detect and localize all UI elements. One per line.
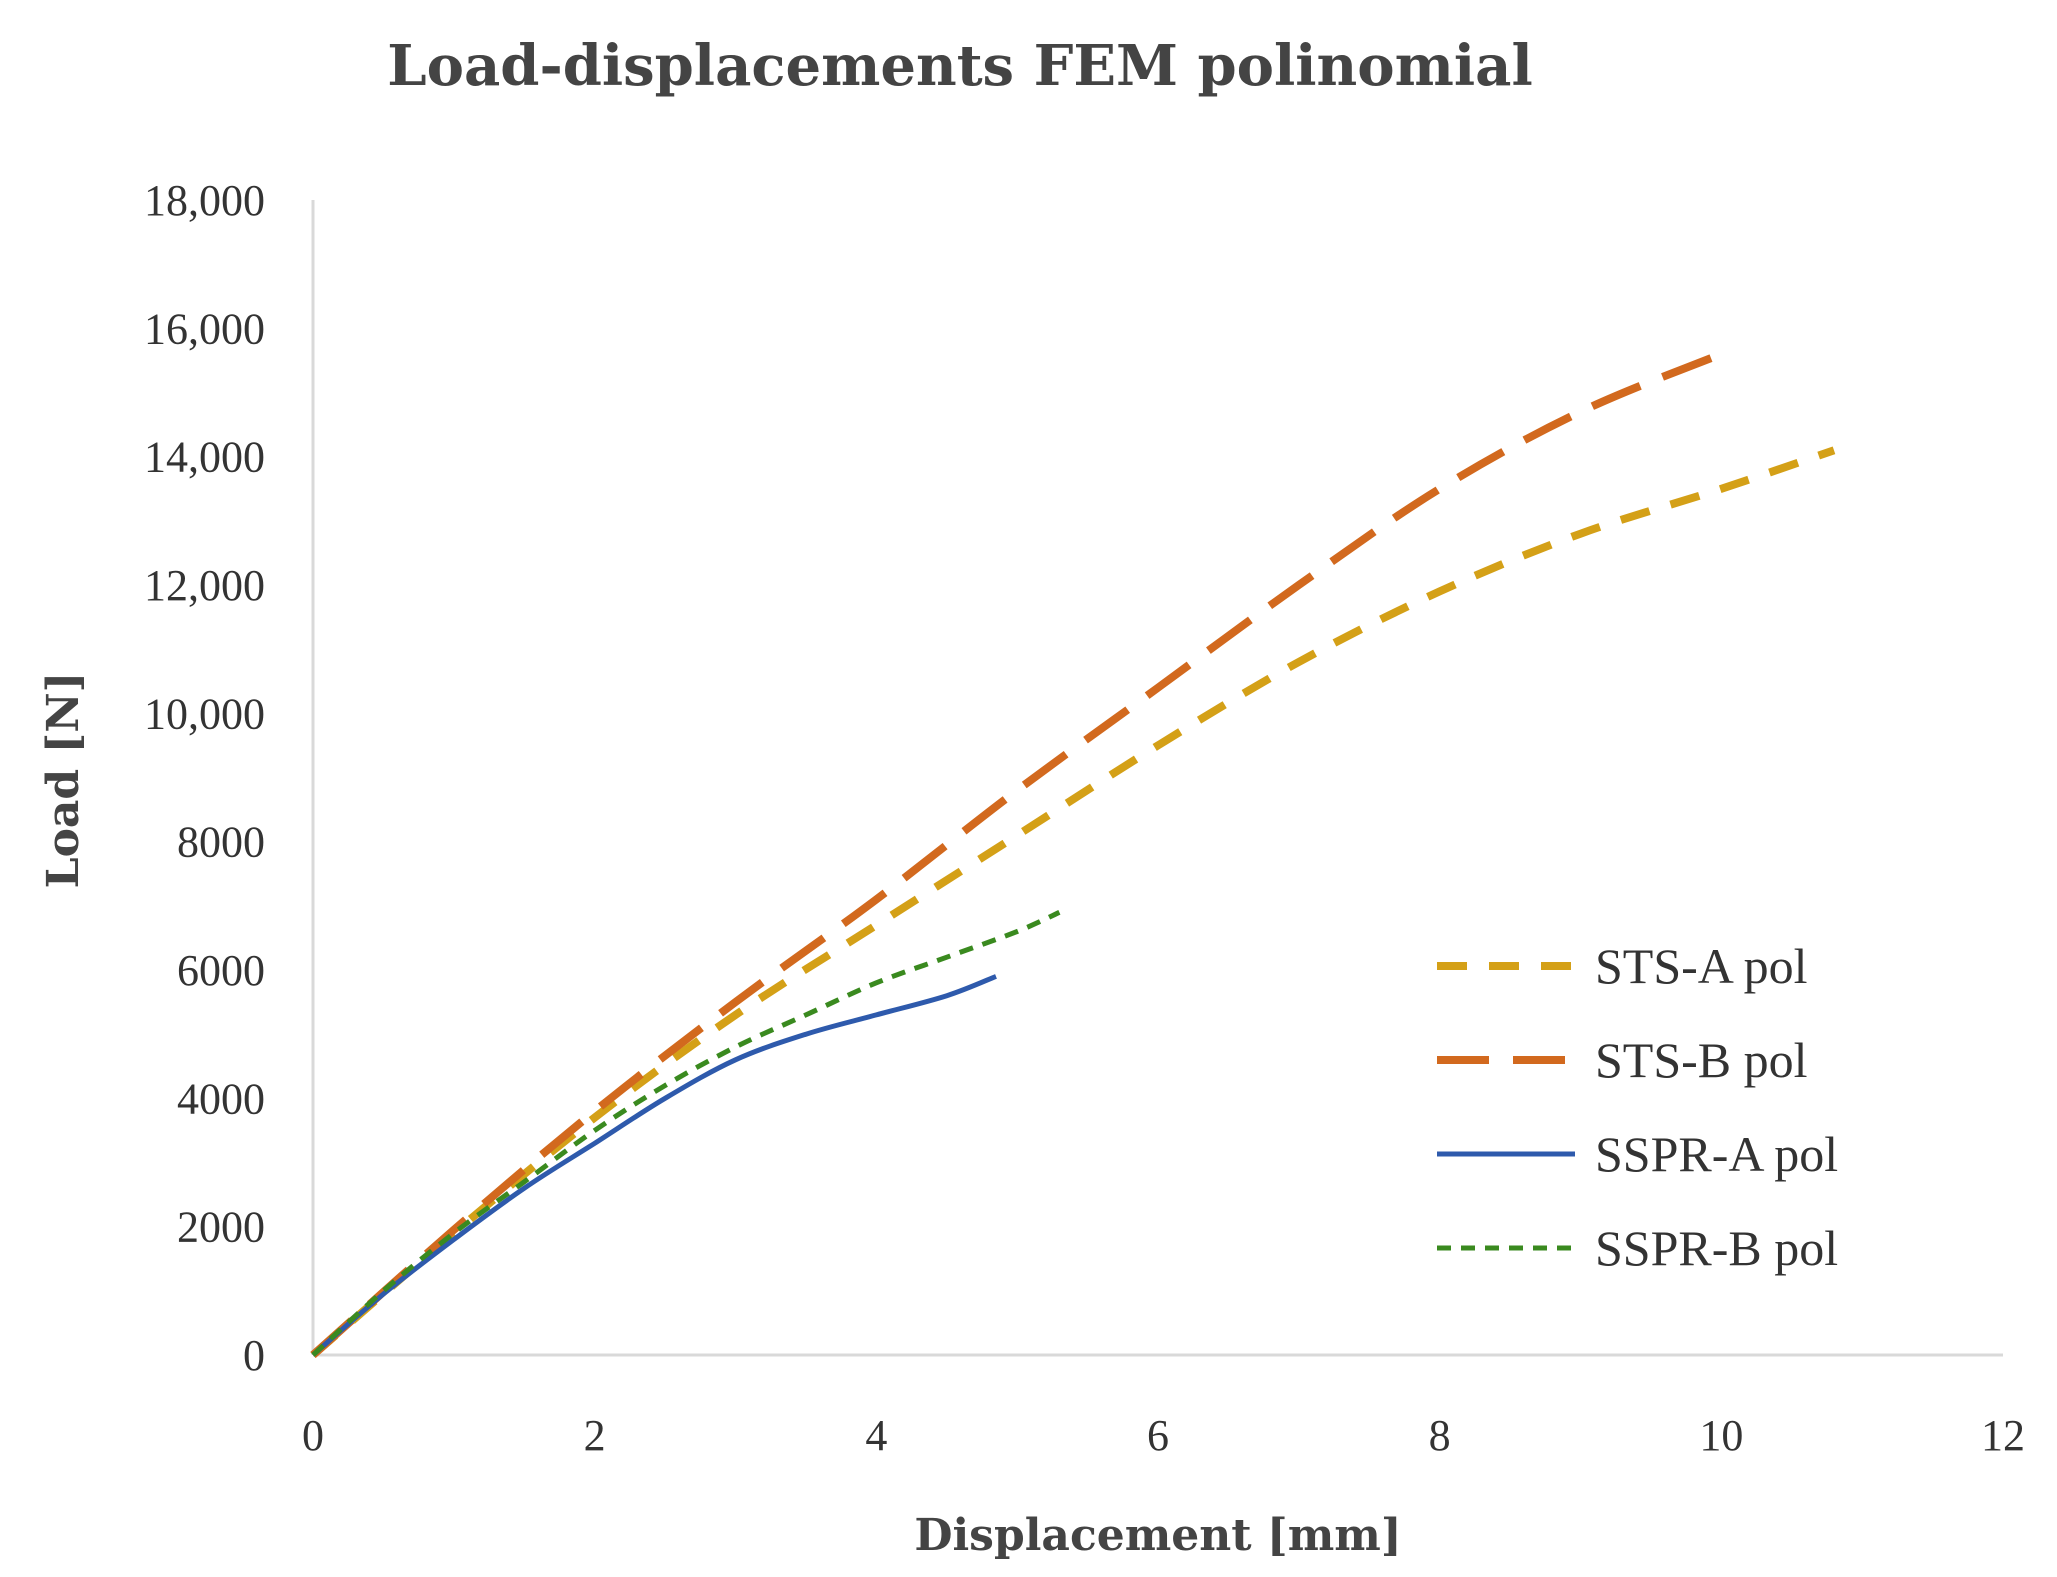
legend-label-sspr-a-pol: SSPR-A pol: [1595, 1126, 1838, 1182]
legend-label-sts-b-pol: STS-B pol: [1595, 1032, 1808, 1088]
chart-title: Load-displacements FEM polinomial: [387, 33, 1532, 99]
legend: STS-A pol STS-B pol SSPR-A pol SSPR-B pol: [1437, 938, 1838, 1276]
series-line-sts-a-pol: [310, 446, 1836, 1359]
y-tick-label: 12,000: [144, 561, 265, 610]
y-tick-label: 10,000: [144, 689, 265, 738]
series-line-sts-b-pol: [310, 350, 1723, 1358]
axes: [311, 200, 2003, 1357]
y-tick-label: 2000: [177, 1203, 265, 1252]
series-line-sspr-a-pol: [311, 974, 997, 1357]
x-tick-label: 10: [1699, 1411, 1743, 1460]
y-tick-label: 8000: [177, 818, 265, 867]
y-tick-label: 0: [243, 1331, 265, 1380]
series-layer: [310, 350, 1836, 1359]
series-line-sspr-b-pol: [311, 910, 1061, 1357]
y-tick-label: 4000: [177, 1074, 265, 1123]
x-tick-label: 2: [584, 1411, 606, 1460]
x-tick-label: 0: [302, 1411, 324, 1460]
y-axis-label: Load [N]: [38, 672, 89, 889]
y-tick-label: 16,000: [144, 304, 265, 353]
x-tick-label: 8: [1429, 1411, 1451, 1460]
x-tick-label: 4: [865, 1411, 887, 1460]
x-tick-labels: 0 2 4 6 8 10 12: [302, 1411, 2025, 1460]
y-tick-labels: 0 2000 4000 6000 8000 10,000 12,000 14,000 16,00…: [144, 176, 265, 1380]
legend-label-sts-a-pol: STS-A pol: [1595, 938, 1808, 994]
legend-label-sspr-b-pol: SSPR-B pol: [1595, 1220, 1838, 1276]
y-tick-label: 18,000: [144, 176, 265, 225]
x-axis-label: Displacement [mm]: [914, 1510, 1401, 1561]
y-tick-label: 6000: [177, 946, 265, 995]
x-tick-label: 6: [1147, 1411, 1169, 1460]
x-tick-label: 12: [1981, 1411, 2025, 1460]
y-tick-label: 14,000: [144, 433, 265, 482]
